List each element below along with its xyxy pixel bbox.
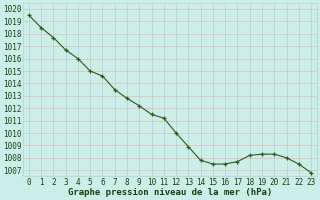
X-axis label: Graphe pression niveau de la mer (hPa): Graphe pression niveau de la mer (hPa) <box>68 188 272 197</box>
